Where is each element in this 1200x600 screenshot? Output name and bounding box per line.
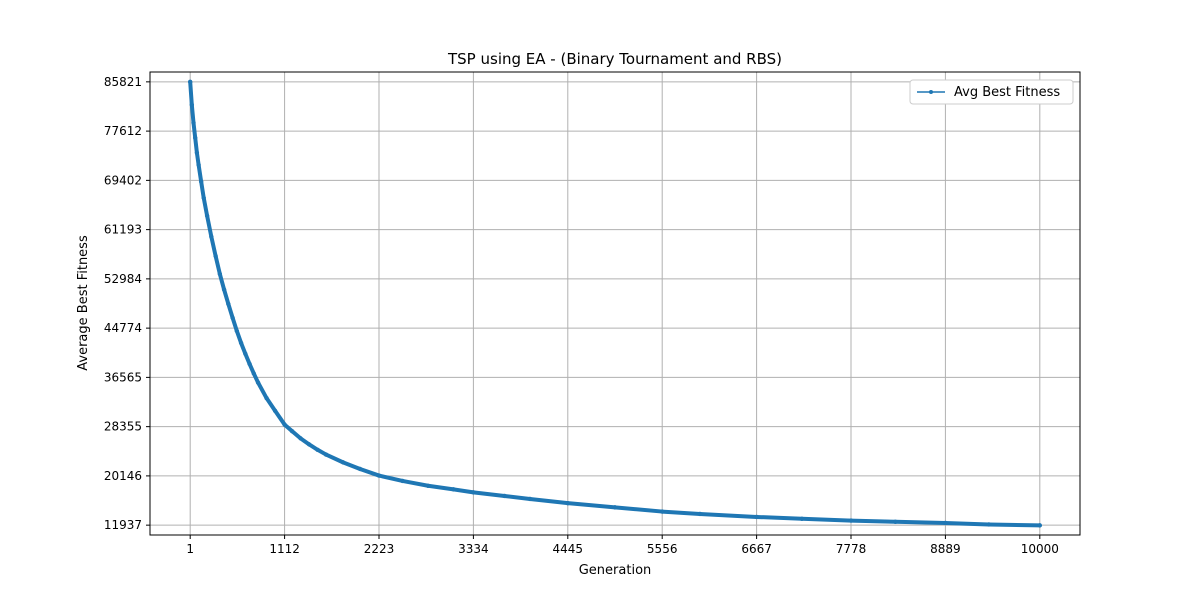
data-point: [201, 195, 206, 200]
data-point: [660, 509, 665, 514]
x-tick-label: 2223: [364, 542, 395, 556]
legend-label: Avg Best Fitness: [954, 85, 1060, 100]
y-tick-label: 69402: [104, 173, 142, 187]
data-point: [238, 340, 244, 346]
x-axis-label: Generation: [579, 563, 652, 578]
data-point: [289, 428, 295, 434]
data-point: [230, 315, 235, 320]
plot-frame: [149, 71, 1081, 536]
legend-box: [909, 79, 1074, 105]
data-point: [340, 460, 346, 465]
legend-marker-swatch: [929, 90, 933, 94]
x-tick-label: 5556: [647, 542, 678, 556]
data-point: [306, 442, 312, 447]
data-point: [264, 395, 269, 401]
data-point: [198, 179, 204, 184]
data-point: [272, 408, 278, 413]
data-point: [799, 516, 805, 521]
data-point: [194, 150, 200, 155]
data-point: [400, 478, 405, 484]
data-point: [697, 511, 703, 517]
chart-title: TSP using EA - (Binary Tournament and RB…: [447, 50, 782, 68]
legend: Avg Best Fitness: [909, 79, 1074, 105]
data-point: [315, 447, 320, 452]
y-tick-label: 20146: [104, 469, 142, 483]
y-tick-label: 28355: [104, 420, 142, 434]
data-point: [226, 301, 231, 307]
data-point: [893, 519, 898, 524]
data-point: [282, 422, 287, 427]
data-point: [234, 328, 240, 334]
data-point: [986, 522, 992, 527]
data-point: [451, 487, 456, 492]
x-tick-label: 6667: [741, 542, 772, 556]
data-point: [376, 473, 382, 478]
data-point: [471, 490, 476, 495]
data-point: [565, 500, 570, 506]
data-point: [502, 493, 507, 499]
data-point: [196, 162, 201, 167]
data-point: [1037, 523, 1043, 528]
data-point: [754, 514, 759, 520]
data-point: [425, 483, 431, 488]
y-tick-label: 11937: [104, 518, 142, 532]
data-point: [193, 135, 198, 140]
y-tick-label: 85821: [104, 75, 142, 89]
data-point: [187, 79, 193, 85]
x-tick-label: 8889: [930, 542, 961, 556]
data-point: [255, 380, 261, 385]
y-tick-label: 36565: [104, 370, 142, 384]
data-point: [204, 213, 210, 218]
data-point: [247, 361, 252, 367]
y-tick-label: 44774: [104, 321, 142, 335]
data-point: [848, 518, 854, 523]
data-point: [357, 466, 363, 472]
x-tick-label: 1: [186, 542, 194, 556]
data-point: [191, 120, 196, 125]
data-point: [323, 452, 329, 457]
data-point: [209, 234, 214, 239]
y-tick-label: 77612: [104, 124, 142, 138]
x-tick-label: 4445: [553, 542, 584, 556]
data-point: [217, 271, 223, 277]
x-tick-label: 10000: [1021, 542, 1059, 556]
series-layer: [187, 79, 1043, 528]
x-tick-label: 1112: [269, 542, 300, 556]
data-point: [189, 102, 195, 107]
y-tick-label: 52984: [104, 272, 142, 286]
y-axis-ticks: 11937 20146 28355 36565 44774 52984 61193 69402…: [104, 75, 150, 532]
data-point: [243, 351, 248, 356]
x-tick-label: 3334: [458, 542, 489, 556]
x-axis-ticks: 1 1112 2223 3334 4445 5556 6667 7778 8889 10000: [186, 535, 1059, 556]
data-point: [251, 371, 257, 376]
y-tick-label: 61193: [104, 223, 142, 237]
x-tick-label: 7778: [836, 542, 867, 556]
data-point: [213, 253, 218, 259]
y-axis-label: Average Best Fitness: [76, 235, 91, 371]
data-point: [527, 496, 533, 502]
data-point: [221, 287, 227, 292]
data-point: [943, 520, 948, 526]
data-point: [612, 505, 618, 510]
data-point: [298, 436, 303, 441]
